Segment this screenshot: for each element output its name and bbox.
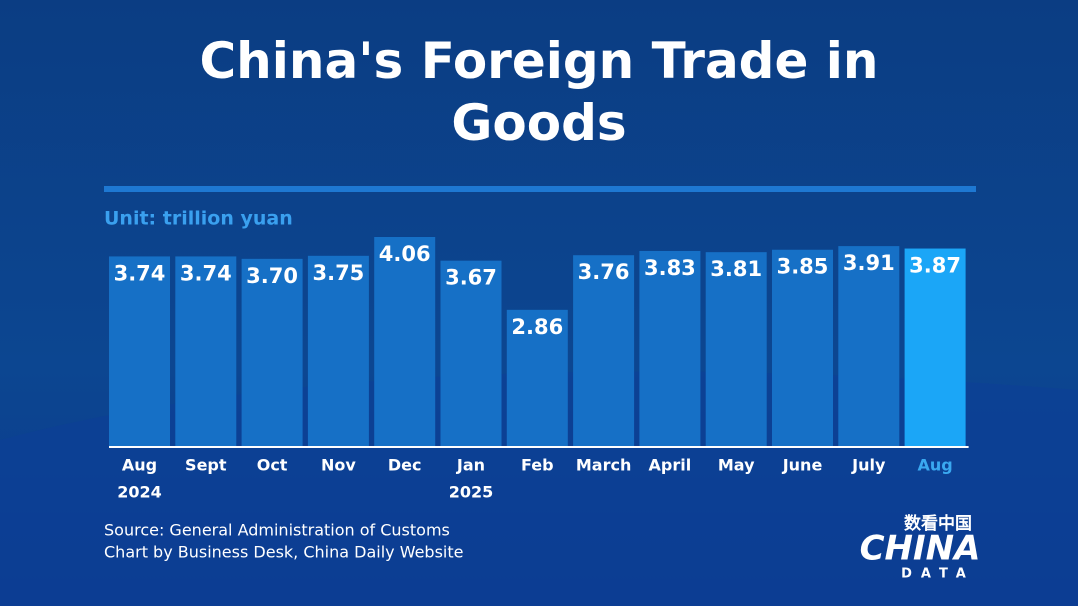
credit: Chart by Business Desk, China Daily Webs… <box>104 543 463 562</box>
bar <box>374 236 436 447</box>
bar <box>307 255 369 447</box>
x-tick-year: 2025 <box>449 483 494 502</box>
logo-top: 数看中国 <box>904 513 972 534</box>
bar <box>838 246 900 447</box>
value-label: 3.85 <box>777 255 829 279</box>
value-label: 3.87 <box>909 254 961 278</box>
bar <box>241 258 303 447</box>
value-label: 3.74 <box>180 261 232 285</box>
value-label: 3.83 <box>644 256 696 280</box>
bar <box>175 256 237 447</box>
value-label: 4.06 <box>379 242 431 266</box>
x-tick-label: March <box>576 456 631 475</box>
bar <box>573 255 635 447</box>
bar <box>109 256 170 447</box>
x-tick-label: Jan <box>456 456 485 475</box>
bar <box>772 249 833 447</box>
bar <box>904 248 966 447</box>
x-tick-year: 2024 <box>117 483 162 502</box>
bar <box>639 250 701 447</box>
x-tick-label: Sept <box>185 456 227 475</box>
source: Source: General Administration of Custom… <box>104 521 450 540</box>
x-tick-label: May <box>718 456 755 475</box>
x-tick-label: Aug <box>917 456 952 475</box>
value-label: 2.86 <box>511 315 563 339</box>
x-tick-label: Feb <box>521 456 554 475</box>
divider <box>104 186 976 192</box>
value-label: 3.67 <box>445 266 497 290</box>
logo-main: CHINA <box>860 529 981 569</box>
value-label: 3.76 <box>578 260 630 284</box>
value-label: 3.74 <box>114 261 166 285</box>
value-label: 3.75 <box>312 261 364 285</box>
x-tick-label: July <box>851 456 886 475</box>
value-label: 3.70 <box>246 264 298 288</box>
x-tick-label: Dec <box>388 456 422 475</box>
x-tick-label: Aug <box>122 456 157 475</box>
value-label: 3.91 <box>843 251 895 275</box>
x-tick-label: Oct <box>257 456 288 475</box>
bar <box>705 252 767 447</box>
logo-bottom: DATA <box>901 567 975 582</box>
chart-title: China's Foreign Trade in Goods <box>199 32 879 152</box>
bar <box>506 309 568 447</box>
x-tick-label: April <box>649 456 692 475</box>
unit-label: Unit: trillion yuan <box>104 208 293 230</box>
x-tick-label: Nov <box>321 456 356 475</box>
x-tick-label: June <box>782 456 823 475</box>
bar <box>440 260 502 447</box>
value-label: 3.81 <box>710 257 762 281</box>
